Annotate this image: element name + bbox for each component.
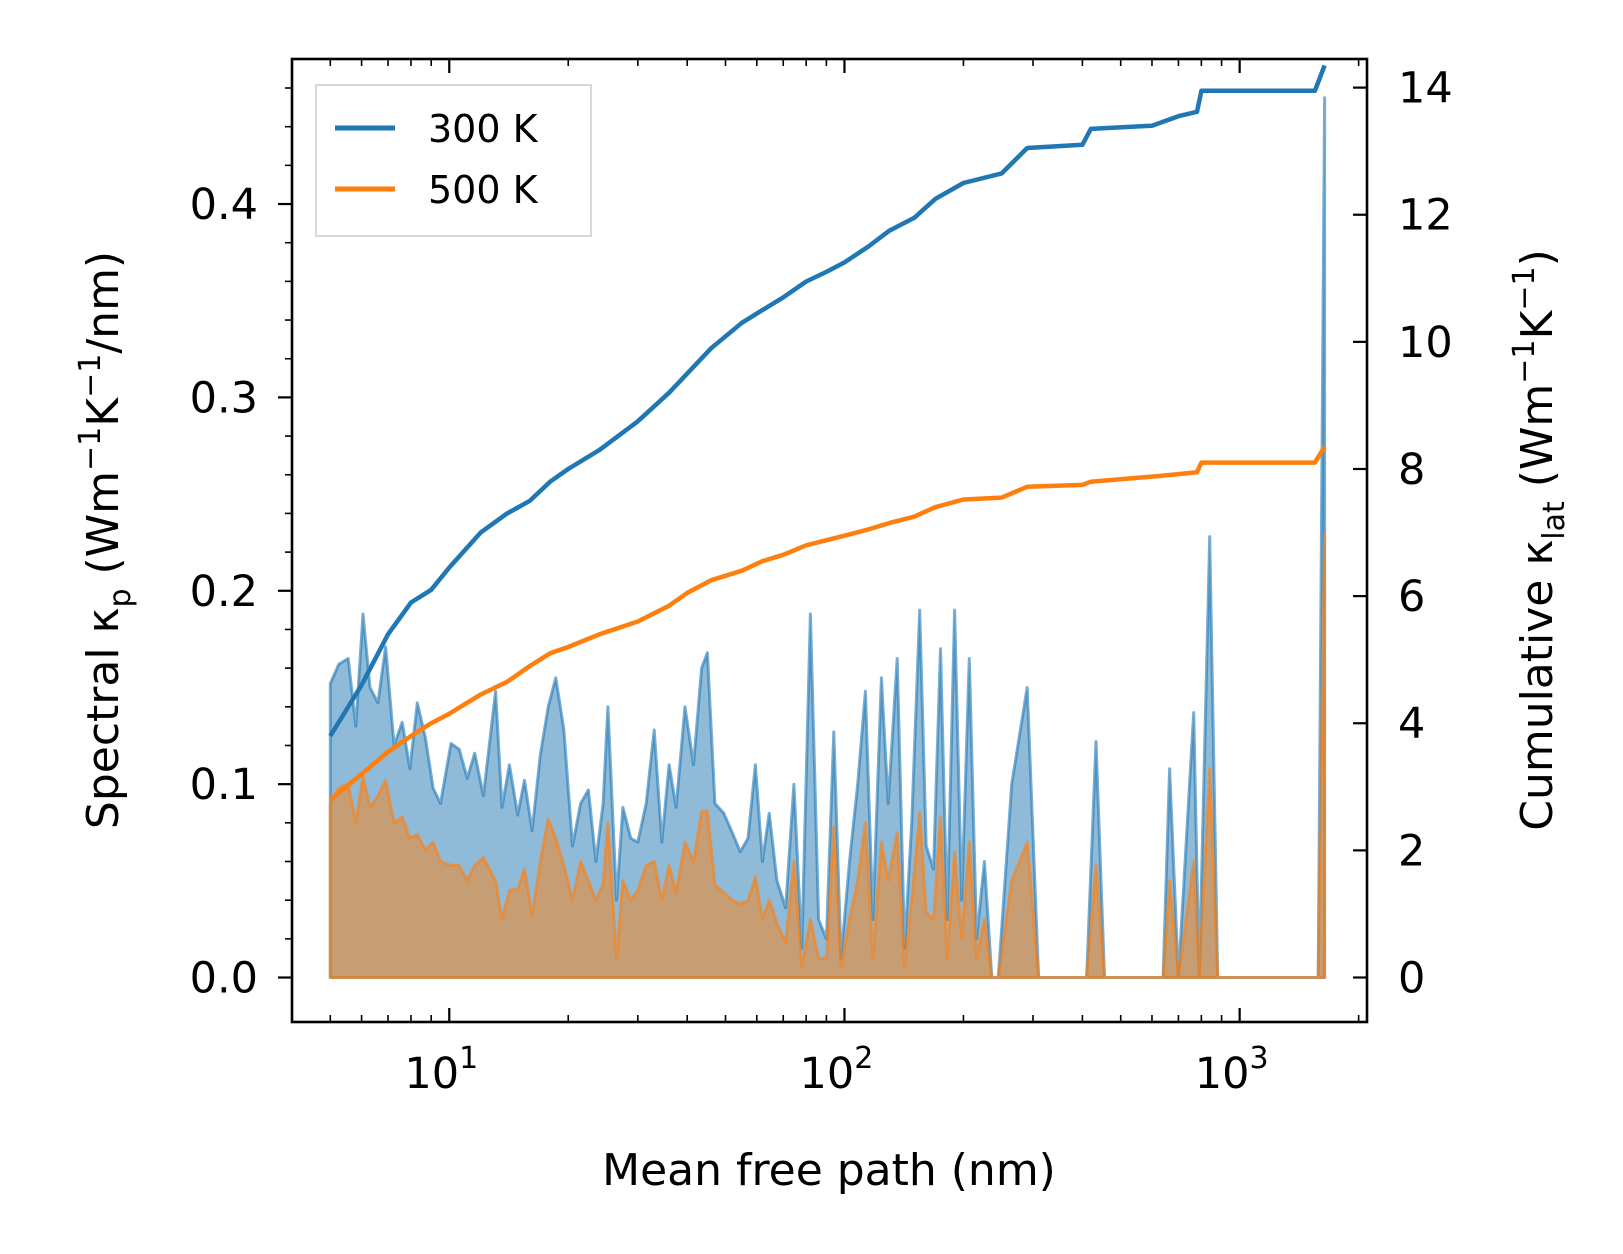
y-right-tick-label: 2 bbox=[1398, 826, 1425, 876]
y-left-tick-label: 0.3 bbox=[190, 373, 258, 423]
left-y-axis-label: Spectral κp (Wm−1K−1/nm) bbox=[73, 251, 138, 829]
x-axis-label: Mean free path (nm) bbox=[602, 1145, 1056, 1196]
y-left-tick-label: 0.1 bbox=[190, 760, 258, 810]
axis-ticks: 101 102 103 0.0 0.1 0.2 0.3 0.4 0 2 4 6 8 10 12 14 bbox=[190, 59, 1453, 1099]
legend-frame bbox=[315, 84, 592, 237]
y-left-tick-label: 0.4 bbox=[190, 180, 258, 230]
y-right-tick-label: 14 bbox=[1398, 64, 1453, 114]
y-right-tick-label: 6 bbox=[1398, 572, 1425, 622]
x-tick-label: 102 bbox=[800, 1041, 874, 1099]
legend-label-500k: 500 K bbox=[428, 168, 539, 212]
legend-label-300k: 300 K bbox=[428, 107, 539, 151]
legend: 300 K 500 K bbox=[315, 84, 592, 237]
y-left-tick-label: 0.0 bbox=[190, 954, 258, 1004]
cumulative-lines bbox=[328, 64, 1327, 802]
plot-frame bbox=[290, 57, 1369, 1024]
cumulative-line-300k bbox=[328, 64, 1327, 738]
y-right-tick-label: 8 bbox=[1398, 445, 1425, 495]
x-tick-label: 103 bbox=[1195, 1041, 1269, 1099]
spectral-area-500k bbox=[328, 531, 1327, 979]
y-right-tick-label: 10 bbox=[1398, 318, 1453, 368]
right-y-axis-label: Cumulative κlat (Wm−1K−1) bbox=[1507, 249, 1572, 831]
spectral-fills bbox=[328, 96, 1327, 979]
y-right-tick-label: 0 bbox=[1398, 954, 1425, 1004]
y-right-tick-label: 12 bbox=[1398, 191, 1453, 241]
y-right-tick-label: 4 bbox=[1398, 699, 1425, 749]
x-tick-label: 101 bbox=[404, 1041, 478, 1099]
y-left-tick-label: 0.2 bbox=[190, 567, 258, 617]
cumulative-line-500k bbox=[328, 445, 1327, 802]
